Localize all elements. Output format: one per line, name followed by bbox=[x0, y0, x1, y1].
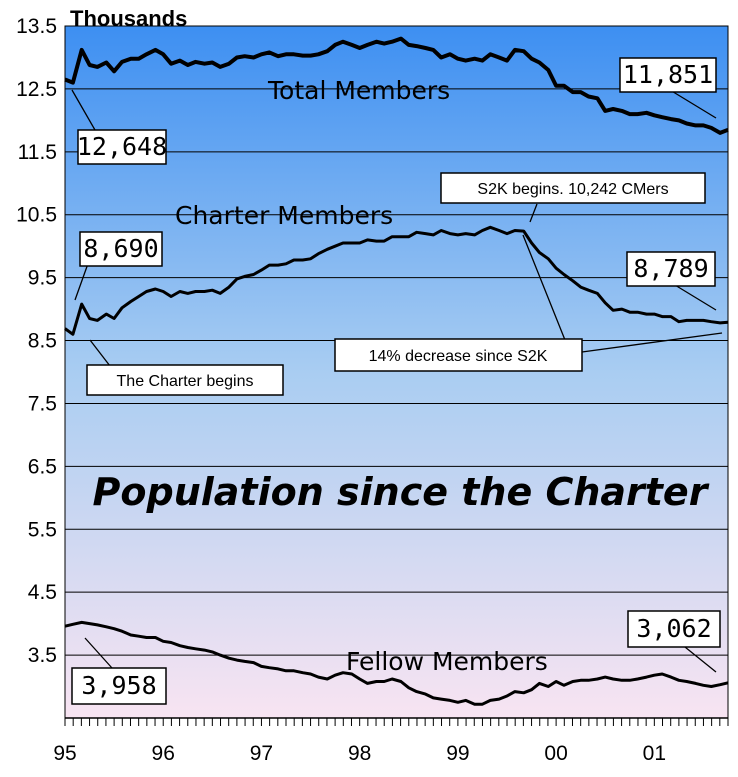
y-tick-label: 4.5 bbox=[28, 581, 57, 604]
x-tick-label: 97 bbox=[250, 742, 273, 765]
y-tick-label: 3.5 bbox=[28, 644, 57, 667]
y-tick-label: 6.5 bbox=[28, 455, 57, 478]
chart-title: Population since the Charter bbox=[93, 470, 710, 514]
x-tick-label: 98 bbox=[348, 742, 371, 765]
x-tick-label: 95 bbox=[53, 742, 76, 765]
callout-charter-begins: The Charter begins bbox=[117, 373, 254, 390]
y-tick-label: 13.5 bbox=[16, 15, 57, 38]
series-label-fellow: Fellow Members bbox=[346, 647, 548, 676]
y-tick-label: 8.5 bbox=[28, 330, 57, 353]
y-axis: 13.5 12.5 11.5 10.5 9.5 8.5 7.5 6.5 5.5 4.5 3.5 bbox=[16, 15, 57, 667]
x-tick-label: 00 bbox=[544, 742, 567, 765]
y-tick-label: 12.5 bbox=[16, 78, 57, 101]
callout-charter-end: 8,789 bbox=[633, 254, 708, 283]
series-lines bbox=[64, 36, 729, 706]
callout-fellow-end: 3,062 bbox=[636, 614, 711, 643]
callout-charter-start: 8,690 bbox=[83, 234, 158, 263]
x-tick-label: 01 bbox=[643, 742, 666, 765]
callout-total-start: 12,648 bbox=[77, 132, 167, 161]
gridlines bbox=[64, 25, 729, 719]
y-tick-label: 9.5 bbox=[28, 267, 57, 290]
y-tick-label: 7.5 bbox=[28, 392, 57, 415]
series-label-total: Total Members bbox=[267, 76, 450, 105]
callout-s2k-begins: S2K begins. 10,242 CMers bbox=[477, 181, 668, 198]
unit-label: Thousands bbox=[70, 6, 187, 31]
series-line-charter-members bbox=[64, 225, 729, 336]
y-tick-label: 11.5 bbox=[18, 141, 57, 164]
callout-total-end: 11,851 bbox=[623, 60, 713, 89]
series-line-fellow-members bbox=[64, 620, 729, 706]
callout-decrease: 14% decrease since S2K bbox=[369, 348, 548, 365]
callout-fellow-start: 3,958 bbox=[81, 671, 156, 700]
y-tick-label: 10.5 bbox=[16, 204, 57, 227]
series-label-charter: Charter Members bbox=[175, 201, 393, 230]
series-line-total-members bbox=[64, 36, 729, 135]
x-axis: 95 96 97 98 99 00 01 bbox=[53, 717, 729, 765]
x-tick-label: 99 bbox=[446, 742, 469, 765]
x-tick-label: 96 bbox=[152, 742, 175, 765]
y-tick-label: 5.5 bbox=[28, 518, 57, 541]
